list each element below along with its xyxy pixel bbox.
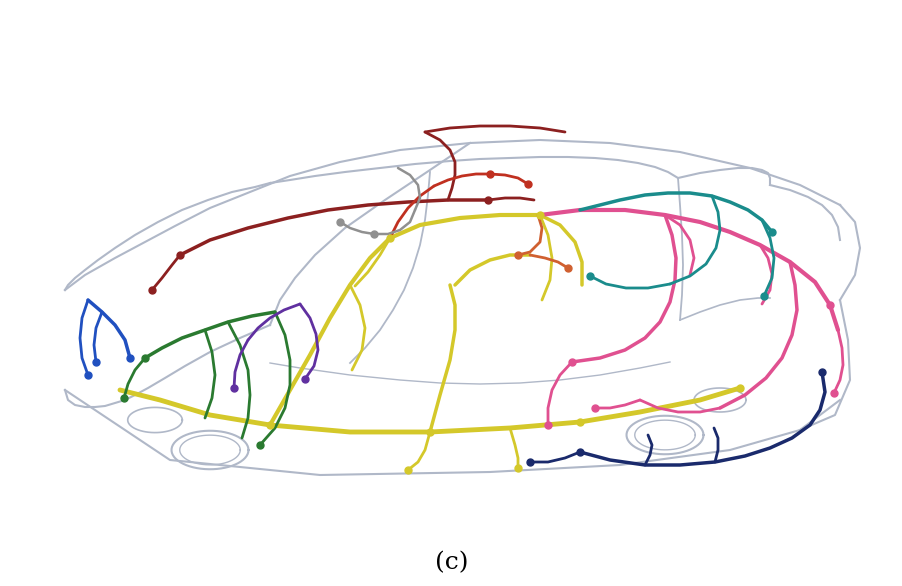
Text: (c): (c) [434, 551, 468, 574]
